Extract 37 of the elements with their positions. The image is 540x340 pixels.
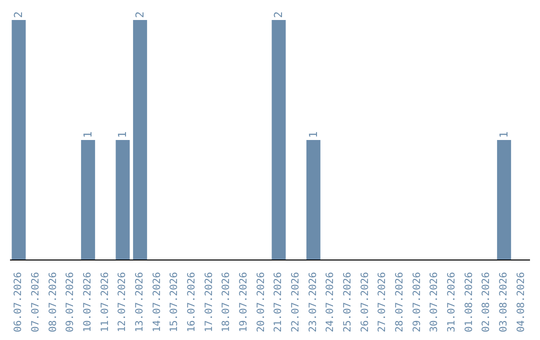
x-tick-label: 25.07.2026 xyxy=(342,272,354,332)
x-tick-label: 27.07.2026 xyxy=(377,272,388,332)
x-tick-label: 28.07.2026 xyxy=(394,272,406,332)
x-tick-label: 30.07.2026 xyxy=(429,272,440,332)
data-label: 2 xyxy=(134,11,147,18)
x-tick-label: 21.07.2026 xyxy=(273,272,284,332)
x-tick-label: 09.07.2026 xyxy=(65,272,76,332)
x-tick-label: 11.07.2026 xyxy=(100,272,111,332)
x-tick-label: 08.07.2026 xyxy=(48,272,59,332)
data-label: 2 xyxy=(272,11,286,18)
x-tick-label: 15.07.2026 xyxy=(169,272,180,332)
x-tick-label: 24.07.2026 xyxy=(325,272,336,332)
x-tick-label: 18.07.2026 xyxy=(221,272,232,332)
x-tick-label: 29.07.2026 xyxy=(412,272,423,332)
x-tick-label: 04.08.2026 xyxy=(516,272,527,332)
x-tick-label: 23.07.2026 xyxy=(308,272,319,332)
x-tick-label: 06.07.2026 xyxy=(13,272,24,332)
x-tick-label: 16.07.2026 xyxy=(186,272,198,332)
x-tick-label: 12.07.2026 xyxy=(117,272,128,332)
x-tick-label: 31.07.2026 xyxy=(446,272,458,332)
x-tick-label: 14.07.2026 xyxy=(152,272,163,332)
data-label: 1 xyxy=(306,131,320,138)
x-tick-label: 19.07.2026 xyxy=(238,272,250,332)
data-label: 2 xyxy=(12,11,26,18)
x-tick-label: 07.07.2026 xyxy=(30,272,42,332)
x-tick-label: 17.07.2026 xyxy=(204,272,215,332)
x-tick-label: 26.07.2026 xyxy=(360,272,371,332)
data-label: 1 xyxy=(82,131,95,138)
x-tick-label: 01.08.2026 xyxy=(464,272,475,332)
x-tick-label: 22.07.2026 xyxy=(290,272,302,332)
x-tick-label: 02.08.2026 xyxy=(481,272,492,332)
x-tick-label: 10.07.2026 xyxy=(82,272,94,332)
x-tick-label: 20.07.2026 xyxy=(256,272,267,332)
x-tick-label: 03.08.2026 xyxy=(498,272,510,332)
data-label: 1 xyxy=(116,131,130,138)
data-label: 1 xyxy=(498,131,511,138)
x-tick-label: 13.07.2026 xyxy=(134,272,146,332)
